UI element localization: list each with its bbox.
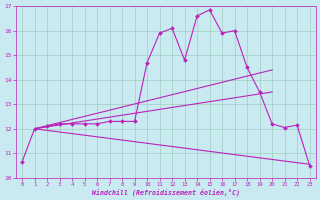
X-axis label: Windchill (Refroidissement éolien,°C): Windchill (Refroidissement éolien,°C): [92, 188, 240, 196]
